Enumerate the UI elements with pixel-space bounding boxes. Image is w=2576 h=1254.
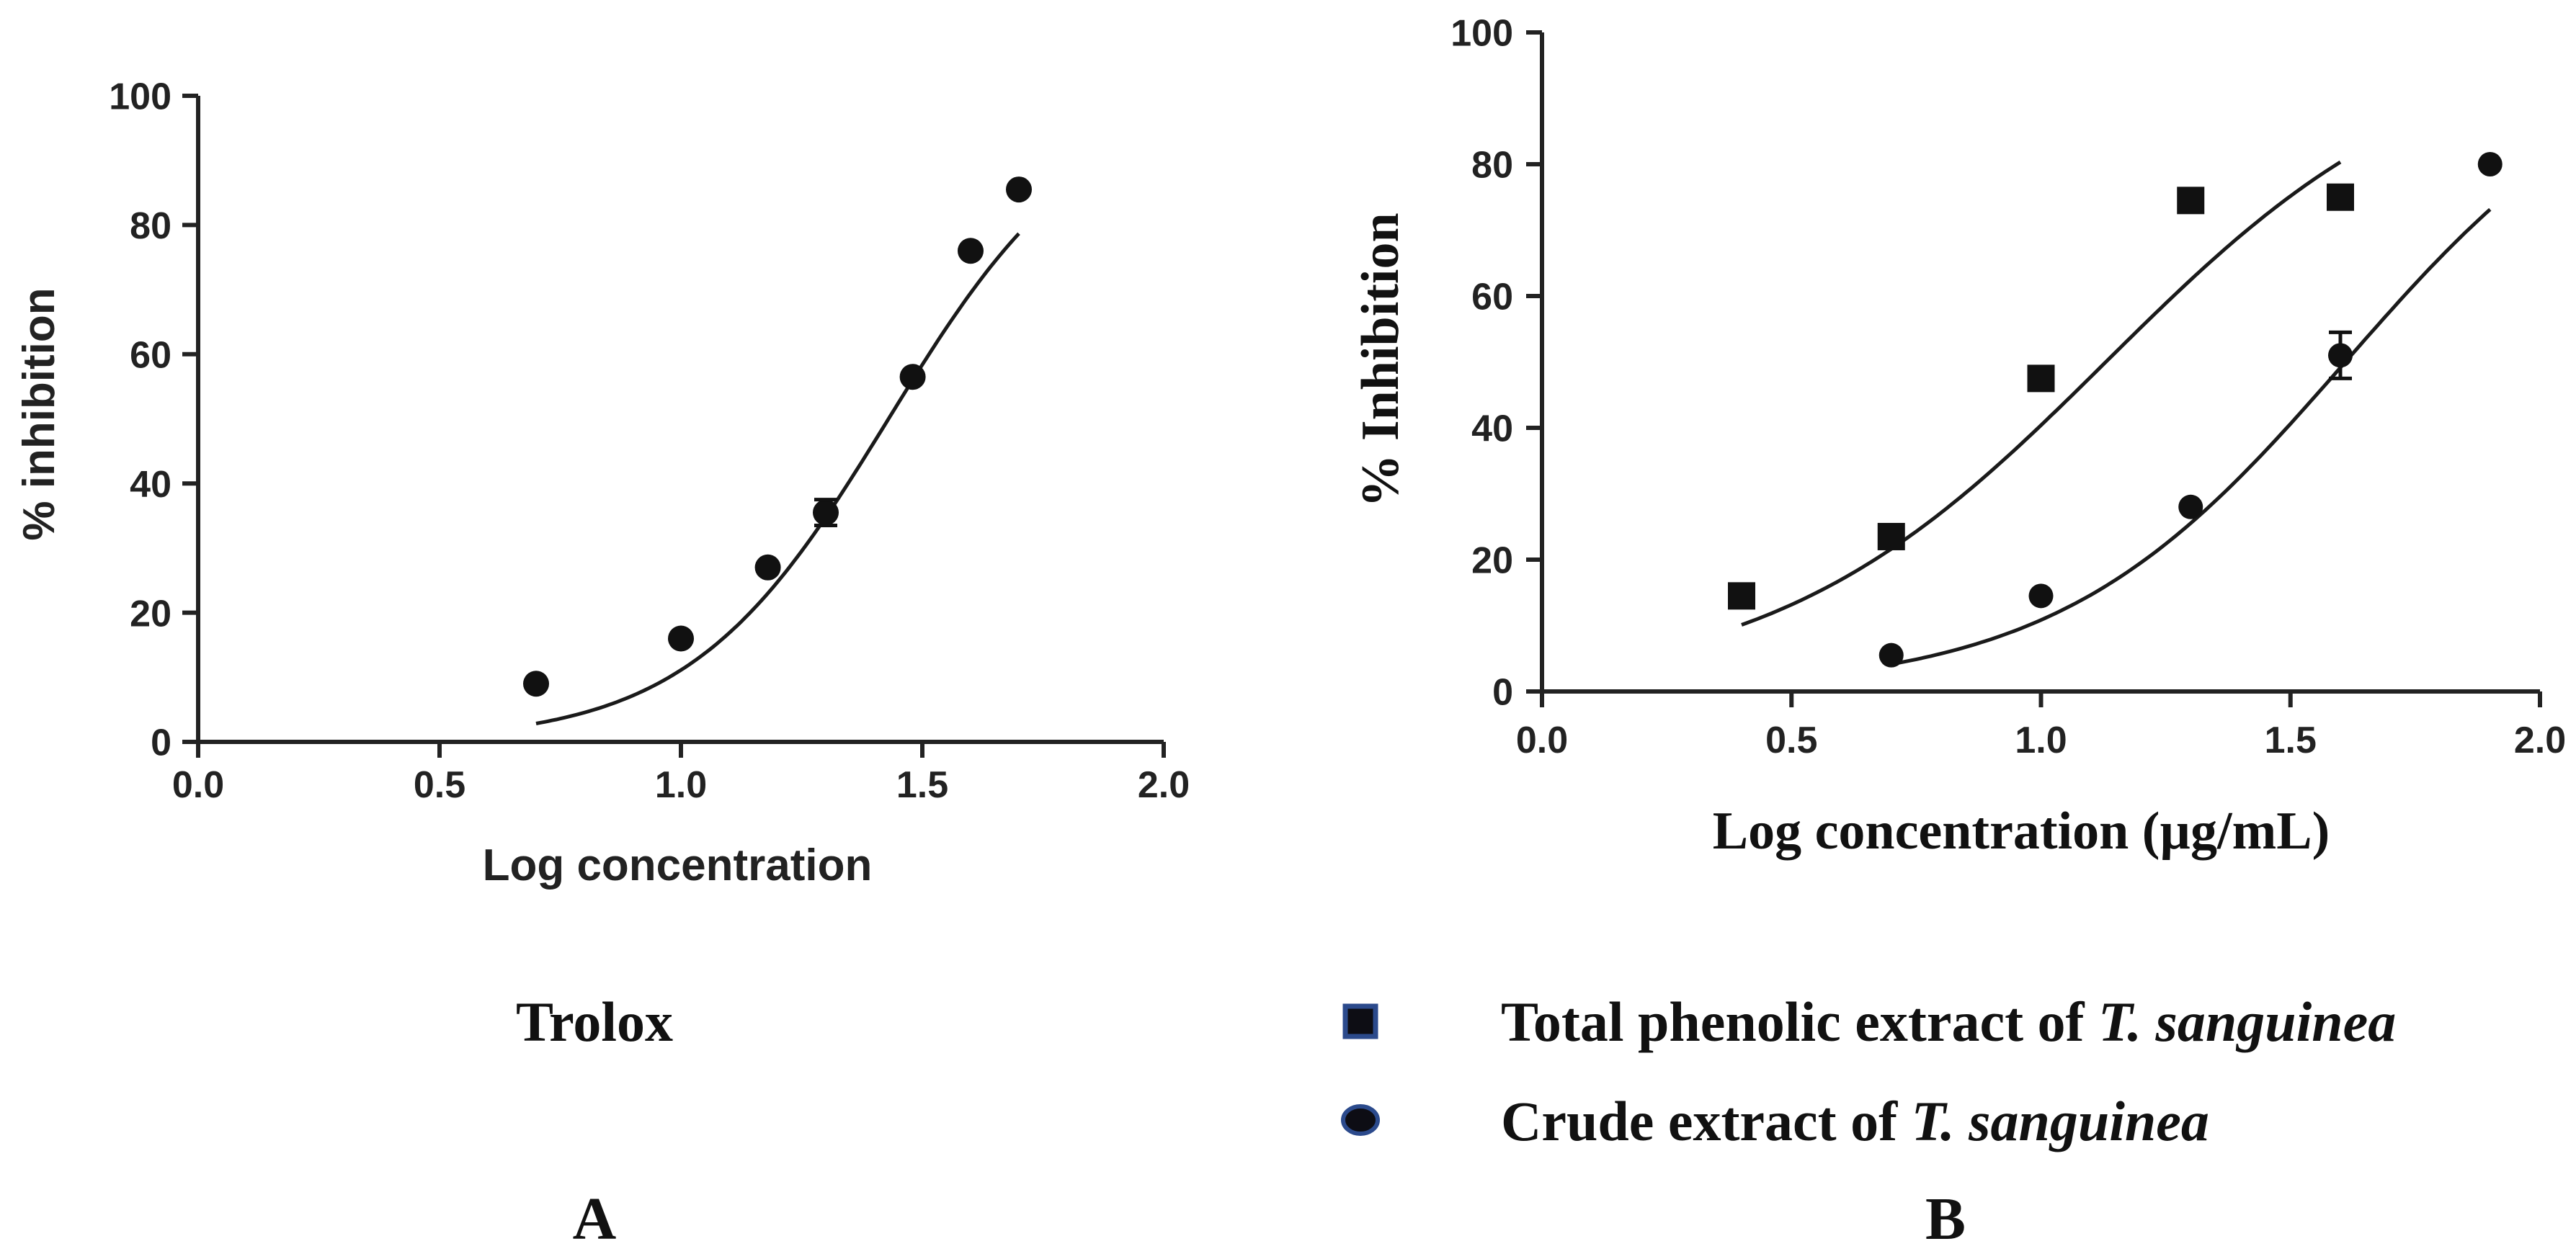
chart-a-fit-curves [535,232,1020,725]
chart-a-y-tick-label: 0 [151,722,171,764]
chart-a-x-tick-label: 2.0 [1138,764,1190,806]
legend-square-marker [1342,1003,1378,1039]
chart-b-x-tick-label: 0.5 [1765,720,1817,761]
chart-a-x-tick-label: 1.5 [896,764,948,806]
chart-b-axes: 0.0 0.5 1.0 1.5 2.0 0 20 40 60 80 100 [1450,13,2566,761]
chart-b-point [1878,642,1904,668]
chart-a-xlabel: Log concentration [483,841,873,890]
legend: Total phenolic extract of T. sanguinea C… [1341,990,2396,1152]
chart-b-ylabel: % Inhibition [1351,212,1410,507]
chart-a-point [754,554,781,581]
chart-b-fit-curves [1741,160,2492,666]
chart-b-xlabel: Log concentration (µg/mL) [1713,802,2330,861]
chart-b-point [2327,183,2354,211]
chart-a-x-tick-label: 0.5 [414,764,465,806]
chart-a-y-tick-label: 80 [130,205,171,247]
chart-a-ylabel: % inhibition [14,287,64,540]
chart-b-point [1728,582,1755,610]
chart-a-fit-curve-0 [535,232,1020,725]
panel-label-b: B [1925,1186,1966,1253]
chart-a-point [523,671,549,697]
chart-b-y-tick-label: 20 [1471,540,1513,582]
chart-a-y-tick-label: 20 [130,593,171,635]
chart-b-point [2477,152,2503,176]
chart-b-y-tick-label: 0 [1492,672,1513,714]
chart-b-point [2178,494,2203,519]
chart-a-point [899,364,926,390]
chart-b: 0.0 0.5 1.0 1.5 2.0 0 20 40 60 80 100 Log concentr… [1351,13,2566,861]
chart-a-y-tick-label: 100 [109,76,171,118]
chart-b-point [2027,364,2055,393]
chart-a-point [1006,176,1032,203]
chart-b-y-tick-label: 60 [1471,277,1513,318]
legend-crude-label: Crude extract of T. sanguinea [1501,1090,2209,1152]
chart-b-y-tick-label: 80 [1471,145,1513,187]
chart-b-y-tick-label: 40 [1471,408,1513,450]
chart-b-x-tick-label: 1.0 [2015,720,2067,761]
chart-b-y-tick-label: 100 [1450,13,1513,55]
chart-a: 0.0 0.5 1.0 1.5 2.0 0 20 40 60 80 100 Log concentr… [14,76,1190,890]
chart-a-y-tick-label: 40 [130,464,171,506]
chart-b-x-tick-label: 2.0 [2514,720,2566,761]
chart-a-x-tick-label: 1.0 [655,764,707,806]
chart-a-axes: 0.0 0.5 1.0 1.5 2.0 0 20 40 60 80 100 [109,76,1190,806]
chart-b-fit-curve-1 [1891,207,2492,666]
chart-b-fit-curve-0 [1741,160,2342,627]
chart-b-points [1728,152,2503,668]
chart-b-point [1877,522,1905,550]
chart-a-x-tick-label: 0.0 [172,764,224,806]
legend-circle-marker [1341,1104,1380,1136]
chart-a-point [668,625,694,652]
chart-b-point [2028,583,2054,609]
chart-a-point [958,238,984,264]
chart-a-y-tick-label: 60 [130,335,171,377]
chart-b-point [2177,187,2205,215]
chart-a-caption: Trolox [516,990,673,1053]
chart-b-x-tick-label: 1.5 [2265,720,2317,761]
chart-a-points [523,176,1032,697]
panel-label-a: A [573,1186,617,1253]
legend-phenolic-label: Total phenolic extract of T. sanguinea [1501,990,2396,1053]
chart-b-x-tick-label: 0.0 [1516,720,1568,761]
